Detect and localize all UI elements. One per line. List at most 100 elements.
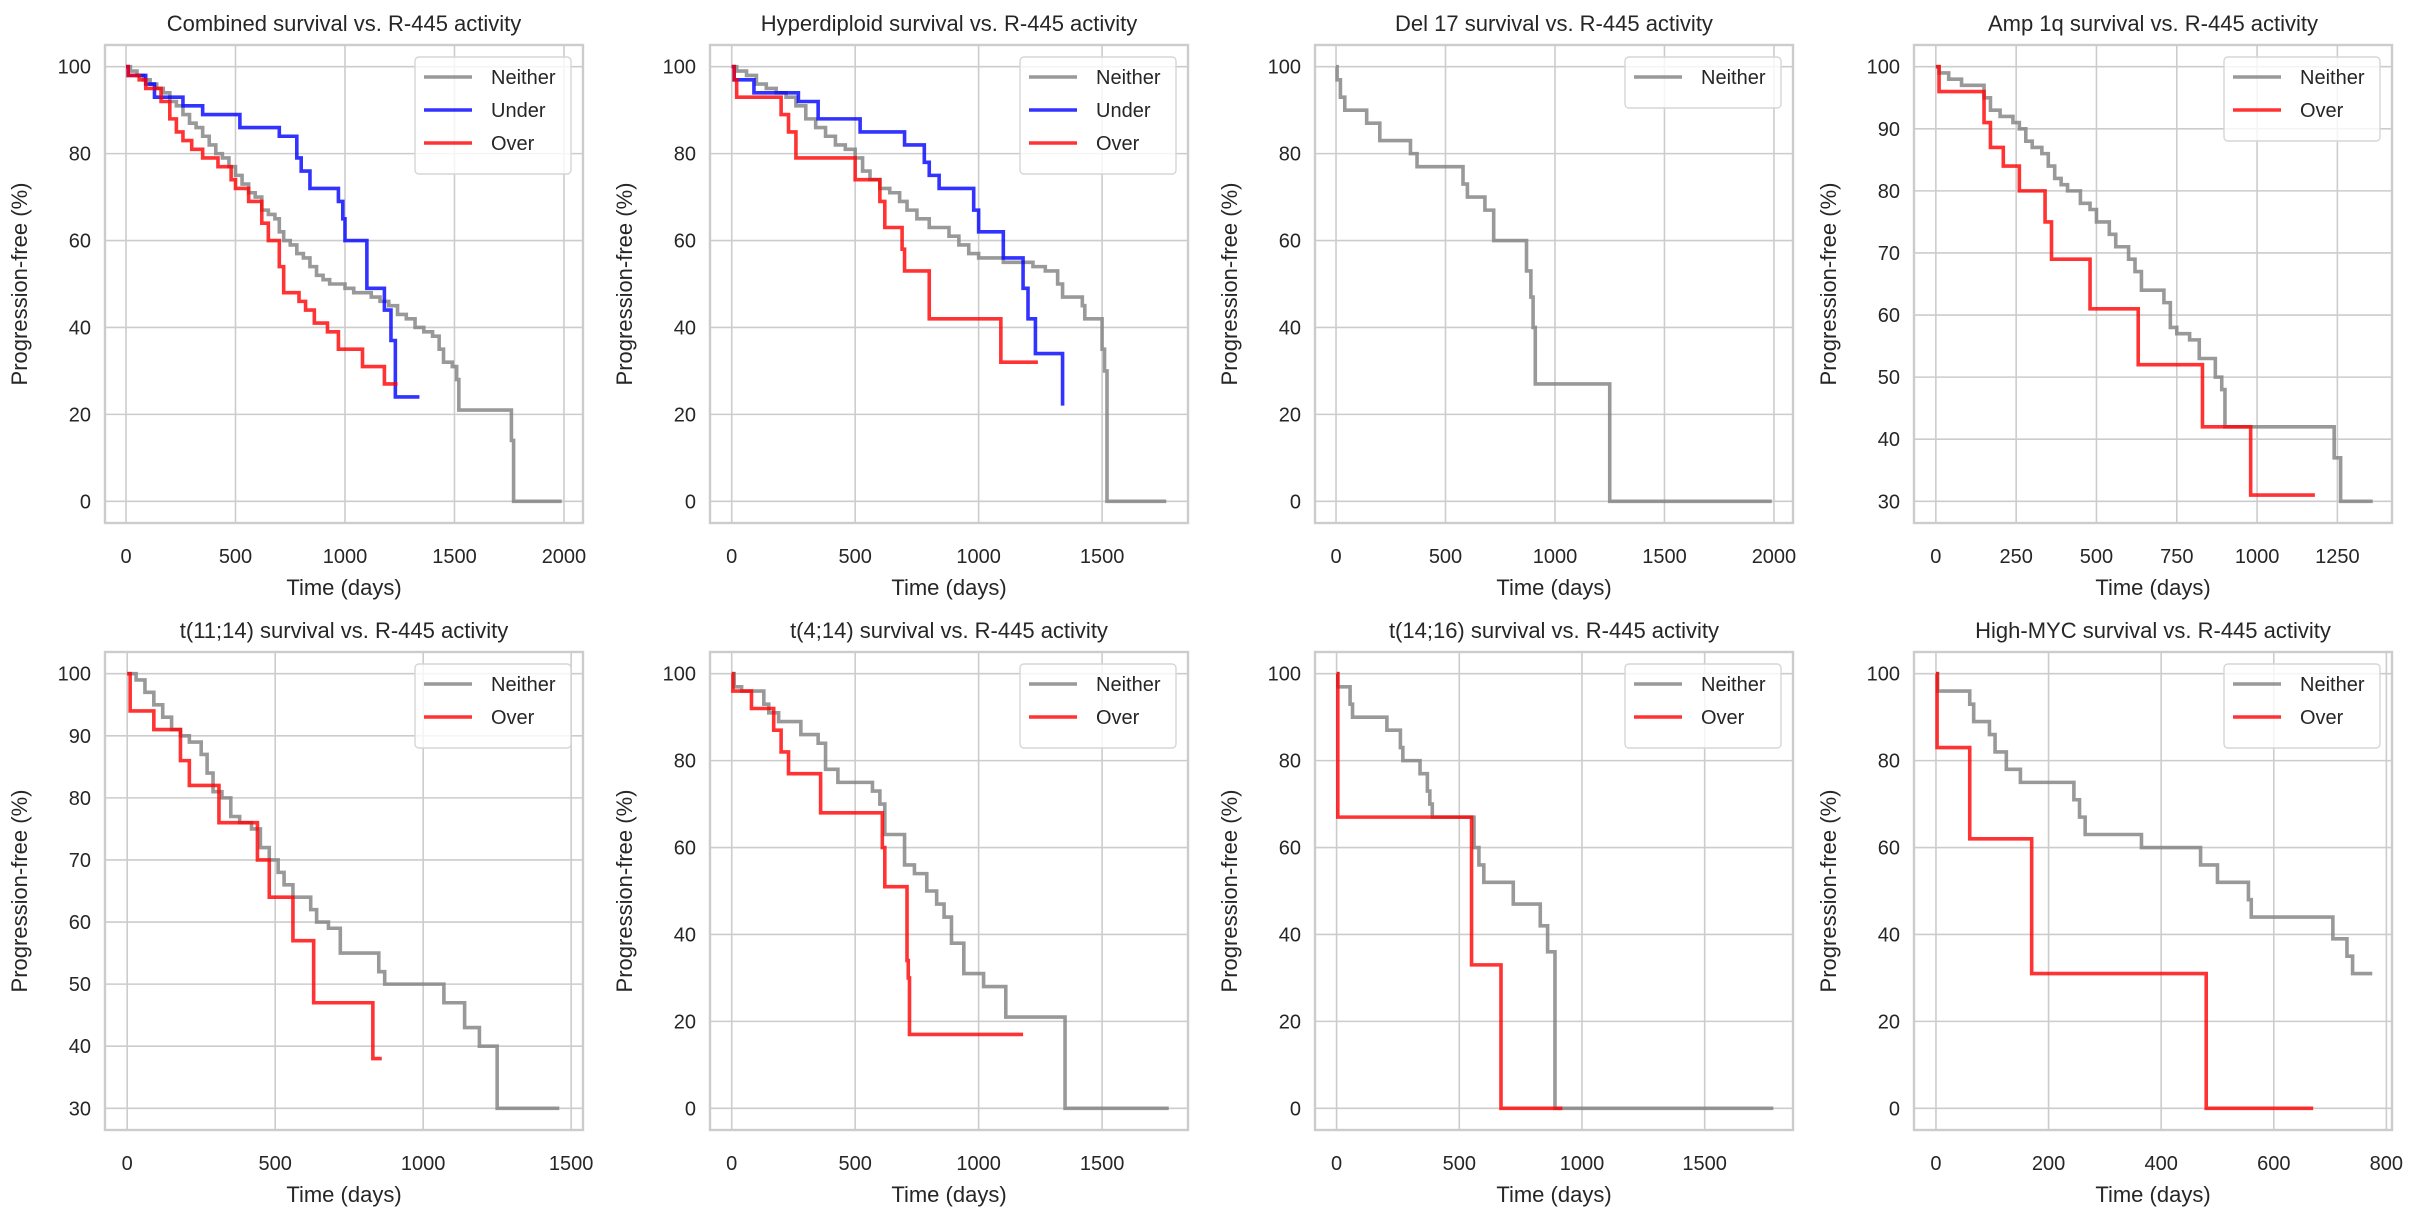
legend: Neither Over	[2223, 56, 2381, 142]
x-axis-label: Time (days)	[2095, 1182, 2210, 1207]
y-tick-label: 100	[1867, 57, 1900, 79]
legend-box	[1624, 56, 1782, 109]
subplot-title: t(4;14) survival vs. R-445 activity	[790, 618, 1108, 643]
x-tick-label: 500	[2080, 546, 2113, 568]
y-tick-label: 0	[1889, 1098, 1900, 1120]
legend-label-over: Over	[491, 133, 535, 155]
axes-frame	[103, 43, 585, 525]
y-tick-label: 60	[1279, 838, 1301, 860]
x-axis-label: Time (days)	[1496, 575, 1611, 600]
legend-label-neither: Neither	[491, 67, 556, 89]
legend-label-neither: Neither	[1701, 674, 1766, 696]
series-neither-line	[731, 64, 1167, 504]
y-tick-label: 0	[1290, 491, 1301, 513]
x-tick-label: 1500	[1080, 546, 1125, 568]
subplot-title: Hyperdiploid survival vs. R-445 activity	[761, 11, 1138, 36]
subplot-6: 0 500 1000 1500 0 20 40 60 80 100 t(4;14) survival…	[612, 618, 1190, 1207]
y-tick-label: 80	[1878, 751, 1900, 773]
y-tick-label: 40	[1279, 317, 1301, 339]
series-neither-line	[1336, 671, 1774, 1111]
y-axis-label: Progression-free (%)	[1816, 183, 1841, 386]
y-tick-label: 90	[69, 726, 91, 748]
axes-frame	[1313, 43, 1795, 525]
axes-frame	[103, 650, 585, 1132]
y-tick-label: 80	[1279, 144, 1301, 166]
series-under-line	[126, 64, 420, 399]
y-tick-label: 100	[1268, 664, 1301, 686]
x-axis-label: Time (days)	[891, 575, 1006, 600]
legend: Neither Under Over	[414, 56, 572, 175]
series-over-line	[1935, 671, 2314, 1111]
legend-label-neither: Neither	[2300, 67, 2365, 89]
y-tick-label: 70	[1878, 243, 1900, 265]
legend-label-over: Over	[1096, 707, 1140, 729]
axes-frame	[708, 650, 1190, 1132]
x-tick-label: 1000	[2235, 546, 2280, 568]
x-tick-label: 0	[122, 1153, 133, 1175]
x-tick-label: 1500	[549, 1153, 594, 1175]
y-axis-label: Progression-free (%)	[1217, 183, 1242, 386]
legend-label-over: Over	[1096, 133, 1140, 155]
x-tick-label: 0	[1331, 1153, 1342, 1175]
x-tick-label: 500	[1429, 546, 1462, 568]
x-tick-label: 250	[1999, 546, 2032, 568]
y-tick-label: 40	[69, 317, 91, 339]
subplot-title: Del 17 survival vs. R-445 activity	[1395, 11, 1713, 36]
y-tick-label: 80	[1279, 751, 1301, 773]
series-over-line	[731, 671, 1024, 1037]
series-over-line	[127, 671, 382, 1061]
y-tick-label: 80	[674, 751, 696, 773]
y-tick-label: 60	[69, 231, 91, 253]
subplot-5: 0 500 1000 1500 30 40 50 60 70 80 90 100 t(11;14) su…	[7, 618, 593, 1207]
y-tick-label: 40	[1878, 924, 1900, 946]
legend-label-neither: Neither	[1096, 67, 1161, 89]
y-tick-label: 20	[674, 1011, 696, 1033]
x-tick-label: 0	[1930, 1153, 1941, 1175]
series-neither-line	[1335, 64, 1772, 504]
x-tick-label: 500	[838, 1153, 871, 1175]
y-tick-label: 80	[69, 144, 91, 166]
subplot-title: Combined survival vs. R-445 activity	[167, 11, 522, 36]
y-tick-label: 60	[674, 838, 696, 860]
legend-label-neither: Neither	[1701, 67, 1766, 89]
legend-label-neither: Neither	[2300, 674, 2365, 696]
legend: Neither Over	[1624, 663, 1782, 749]
series-over-line	[1935, 64, 2315, 497]
y-tick-label: 100	[1867, 664, 1900, 686]
axes-frame	[1313, 650, 1795, 1132]
series-under-line	[731, 64, 1065, 406]
legend-label-neither: Neither	[1096, 674, 1161, 696]
x-tick-label: 1250	[2315, 546, 2360, 568]
subplot-2: 0 500 1000 1500 0 20 40 60 80 100 Hyperdiploid sur…	[612, 11, 1190, 600]
y-tick-label: 30	[1878, 491, 1900, 513]
legend: Neither Over	[2223, 663, 2381, 749]
y-tick-label: 30	[69, 1098, 91, 1120]
y-tick-label: 40	[674, 924, 696, 946]
x-tick-label: 1000	[956, 546, 1001, 568]
y-tick-label: 100	[663, 664, 696, 686]
x-tick-label: 500	[258, 1153, 291, 1175]
x-axis-label: Time (days)	[286, 575, 401, 600]
x-tick-label: 600	[2257, 1153, 2290, 1175]
x-axis-label: Time (days)	[1496, 1182, 1611, 1207]
axes-frame	[1912, 43, 2394, 525]
y-tick-label: 40	[1279, 924, 1301, 946]
legend-label-over: Over	[2300, 100, 2344, 122]
series-neither-line	[1935, 64, 2373, 504]
y-tick-label: 60	[69, 912, 91, 934]
series-over-line	[126, 64, 398, 386]
y-tick-label: 100	[58, 664, 91, 686]
y-tick-label: 80	[674, 144, 696, 166]
y-axis-label: Progression-free (%)	[7, 790, 32, 993]
y-tick-label: 0	[80, 491, 91, 513]
x-axis-label: Time (days)	[286, 1182, 401, 1207]
x-tick-label: 1500	[1682, 1153, 1727, 1175]
series-neither-line	[1935, 671, 2373, 976]
y-tick-label: 70	[69, 850, 91, 872]
y-tick-label: 40	[69, 1036, 91, 1058]
legend: Neither Over	[414, 663, 572, 749]
x-tick-label: 200	[2032, 1153, 2065, 1175]
subplot-title: Amp 1q survival vs. R-445 activity	[1988, 11, 2318, 36]
y-tick-label: 80	[1878, 181, 1900, 203]
